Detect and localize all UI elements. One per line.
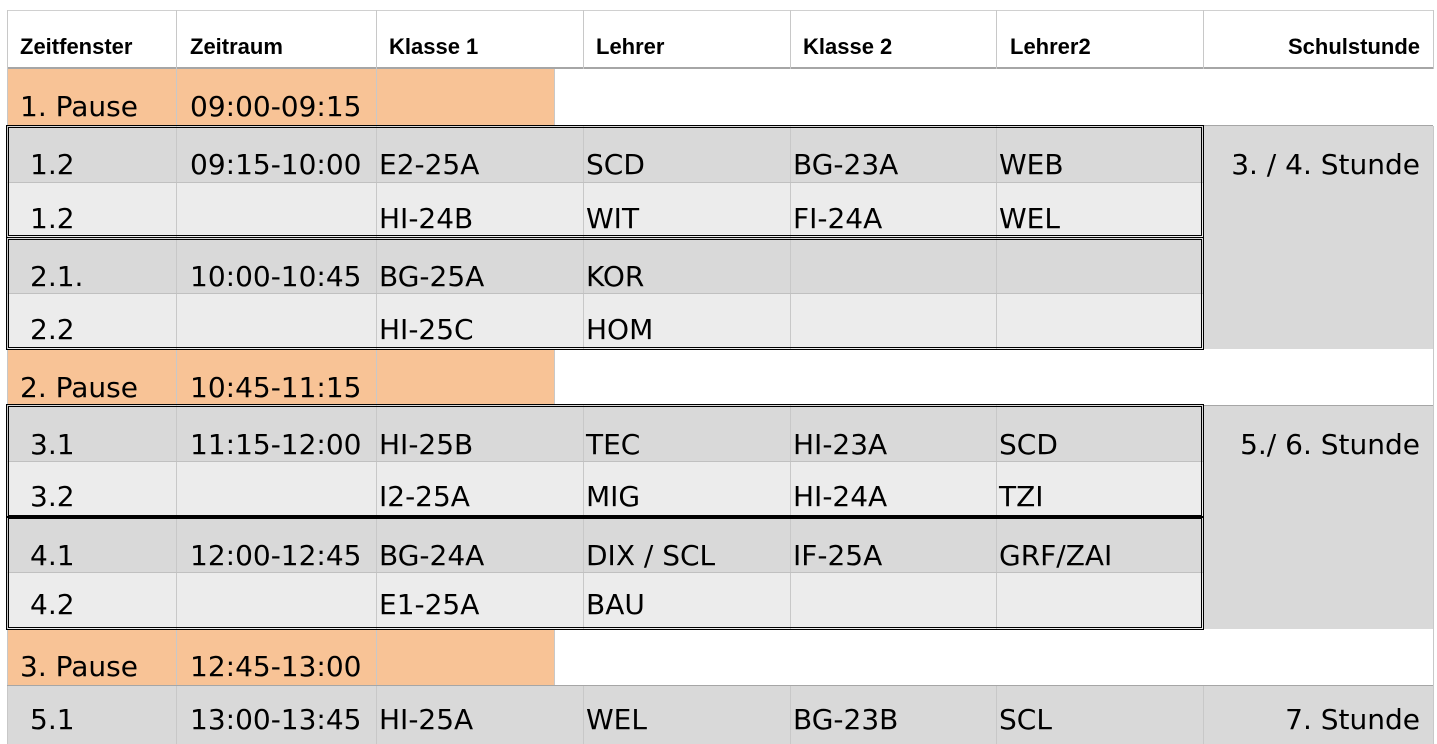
klasse1-cell: HI-25C xyxy=(379,313,474,346)
lesson-group-border xyxy=(6,237,1204,350)
lehrer2-cell: TZI xyxy=(999,480,1044,513)
time-cell: 12:00-12:45 xyxy=(190,539,362,572)
lehrer2-cell: WEL xyxy=(999,202,1060,235)
lehrer-cell: MIG xyxy=(586,480,641,513)
klasse1-cell: I2-25A xyxy=(379,480,470,513)
lehrer-cell: WEL xyxy=(586,703,647,736)
lehrer-cell: WIT xyxy=(586,202,640,235)
header-klasse2: Klasse 2 xyxy=(803,34,893,59)
lehrer-cell: SCD xyxy=(586,148,645,181)
slot-cell: 5.1 xyxy=(30,703,75,736)
schulstunde-cell xyxy=(1203,126,1433,349)
table-row xyxy=(7,517,1203,572)
table-row xyxy=(7,461,1203,517)
slot-cell: 3.1 xyxy=(30,428,75,461)
klasse1-cell: HI-25B xyxy=(379,428,474,461)
time-cell: 11:15-12:00 xyxy=(190,428,362,461)
klasse1-cell: BG-24A xyxy=(379,539,485,572)
header-lehrer2: Lehrer2 xyxy=(1010,34,1091,59)
klasse2-cell: IF-25A xyxy=(793,539,883,572)
pause-row xyxy=(7,69,554,125)
lesson-group-border xyxy=(6,125,1204,238)
pause-row xyxy=(7,349,554,405)
time-cell: 10:00-10:45 xyxy=(190,260,362,293)
header-row xyxy=(7,10,1433,68)
klasse2-cell: HI-24A xyxy=(793,480,888,513)
slot-cell: 3.2 xyxy=(30,480,75,513)
lehrer-cell: HOM xyxy=(586,313,654,346)
time-cell: 13:00-13:45 xyxy=(190,703,362,736)
klasse1-cell: HI-24B xyxy=(379,202,474,235)
lehrer2-cell: WEB xyxy=(999,148,1064,181)
pause-name: 1. Pause xyxy=(20,90,138,123)
schulstunde-label: 3. / 4. Stunde xyxy=(1231,148,1420,181)
lesson-group-border xyxy=(6,516,1204,630)
time-cell: 09:15-10:00 xyxy=(190,148,362,181)
header-klasse1: Klasse 1 xyxy=(389,34,479,59)
klasse2-cell: FI-24A xyxy=(793,202,883,235)
slot-cell: 1.2 xyxy=(30,148,75,181)
slot-cell: 4.2 xyxy=(30,588,75,621)
klasse1-cell: HI-25A xyxy=(379,703,474,736)
slot-cell: 1.2 xyxy=(30,202,75,235)
klasse1-cell: E2-25A xyxy=(379,148,480,181)
pause-time: 10:45-11:15 xyxy=(190,371,362,404)
pause-time: 12:45-13:00 xyxy=(190,650,362,683)
lehrer2-cell: GRF/ZAI xyxy=(999,539,1113,572)
pause-time: 09:00-09:15 xyxy=(190,90,362,123)
pause-name: 3. Pause xyxy=(20,650,138,683)
lehrer-cell: BAU xyxy=(586,588,645,621)
table-row xyxy=(7,182,1203,238)
lehrer2-cell: SCD xyxy=(999,428,1058,461)
table-row xyxy=(7,405,1203,461)
schulstunde-label: 5./ 6. Stunde xyxy=(1240,428,1420,461)
pause-name: 2. Pause xyxy=(20,371,138,404)
header-zeitraum: Zeitraum xyxy=(190,34,283,59)
klasse1-cell: BG-25A xyxy=(379,260,485,293)
header-schulstunde: Schulstunde xyxy=(1287,34,1420,59)
table-row xyxy=(7,293,1203,349)
table-row xyxy=(7,685,1433,744)
slot-cell: 2.2 xyxy=(30,313,75,346)
slot-cell: 4.1 xyxy=(30,539,75,572)
lehrer2-cell: SCL xyxy=(999,703,1052,736)
lehrer-cell: TEC xyxy=(586,428,641,461)
table-row xyxy=(7,126,1203,182)
klasse2-cell: BG-23B xyxy=(793,703,899,736)
lehrer-cell: DIX / SCL xyxy=(586,539,716,572)
lehrer-cell: KOR xyxy=(586,260,645,293)
slot-cell: 2.1. xyxy=(30,260,84,293)
header-lehrer: Lehrer xyxy=(596,34,665,59)
table-row xyxy=(7,238,1203,293)
klasse2-cell: BG-23A xyxy=(793,148,899,181)
schulstunde-cell xyxy=(1203,405,1433,629)
klasse2-cell: HI-23A xyxy=(793,428,888,461)
klasse1-cell: E1-25A xyxy=(379,588,480,621)
header-zeitfenster: Zeitfenster xyxy=(20,34,133,59)
pause-row xyxy=(7,629,554,685)
schulstunde-label: 7. Stunde xyxy=(1285,703,1420,736)
table-row xyxy=(7,572,1203,629)
